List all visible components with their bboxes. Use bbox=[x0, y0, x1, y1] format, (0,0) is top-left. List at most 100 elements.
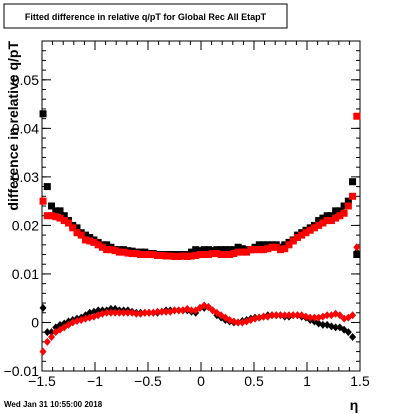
data-point bbox=[302, 229, 310, 237]
data-point bbox=[94, 306, 102, 315]
data-point bbox=[277, 246, 284, 254]
data-point bbox=[115, 308, 123, 317]
x-axis-tick-labels: −1.5 −1 −0.5 0 0.5 1 1.5 bbox=[28, 373, 370, 389]
data-point bbox=[353, 243, 361, 252]
chart-title-box bbox=[3, 3, 288, 29]
data-point bbox=[200, 246, 208, 254]
data-point bbox=[264, 245, 272, 253]
data-point bbox=[39, 347, 47, 356]
data-point bbox=[285, 241, 293, 249]
series-0 bbox=[39, 110, 361, 259]
data-point bbox=[217, 246, 225, 254]
data-point bbox=[65, 219, 72, 227]
data-point bbox=[43, 328, 51, 337]
data-point bbox=[353, 248, 361, 257]
data-point bbox=[260, 241, 268, 249]
data-point bbox=[52, 207, 60, 215]
data-point bbox=[327, 212, 335, 220]
data-point bbox=[336, 212, 344, 220]
data-point bbox=[60, 212, 68, 220]
data-point bbox=[264, 241, 272, 249]
data-point bbox=[327, 217, 335, 225]
y-axis-title: difference in relative q/pT bbox=[5, 41, 21, 211]
data-point bbox=[166, 252, 174, 260]
data-point bbox=[107, 246, 115, 254]
y-tick-label: 0.03 bbox=[12, 169, 39, 185]
data-point bbox=[234, 248, 242, 256]
y-tick-label: 0.04 bbox=[12, 120, 39, 136]
data-point bbox=[141, 308, 149, 317]
data-point bbox=[149, 251, 157, 259]
data-point bbox=[251, 246, 259, 254]
data-point bbox=[141, 251, 149, 259]
data-point bbox=[277, 311, 284, 320]
data-point bbox=[238, 248, 246, 256]
data-point bbox=[247, 246, 255, 254]
data-point bbox=[349, 192, 357, 200]
data-point bbox=[344, 328, 352, 337]
data-point bbox=[196, 251, 204, 259]
data-point bbox=[230, 250, 238, 258]
x-tick-label: −1.5 bbox=[28, 373, 56, 389]
data-point bbox=[48, 202, 56, 210]
data-point bbox=[187, 248, 195, 256]
data-point bbox=[162, 307, 170, 316]
data-point bbox=[221, 251, 229, 259]
data-point bbox=[154, 252, 162, 259]
data-point bbox=[86, 237, 94, 245]
data-point bbox=[306, 226, 314, 234]
x-axis-title: η bbox=[350, 397, 359, 413]
data-point bbox=[183, 252, 191, 260]
y-tick-label: 0.02 bbox=[12, 217, 39, 233]
data-point bbox=[94, 241, 102, 249]
data-point bbox=[204, 251, 212, 259]
data-point bbox=[344, 202, 352, 210]
data-point bbox=[349, 178, 357, 186]
data-point bbox=[272, 243, 280, 251]
data-point bbox=[48, 333, 56, 342]
data-point bbox=[132, 309, 140, 318]
data-markers bbox=[39, 110, 361, 356]
data-point bbox=[319, 214, 327, 222]
data-point bbox=[332, 207, 340, 215]
x-tick-label: 1.5 bbox=[350, 373, 370, 389]
data-point bbox=[323, 217, 331, 225]
data-point bbox=[111, 308, 119, 317]
data-point bbox=[298, 231, 306, 239]
data-point bbox=[209, 250, 217, 258]
data-point bbox=[111, 247, 119, 255]
data-point bbox=[128, 250, 136, 258]
data-point bbox=[260, 246, 268, 254]
series-3 bbox=[39, 243, 361, 356]
data-point bbox=[103, 241, 111, 249]
data-point bbox=[60, 217, 68, 225]
data-point bbox=[319, 219, 327, 227]
data-point bbox=[289, 311, 297, 320]
data-point bbox=[310, 224, 318, 232]
data-point bbox=[230, 246, 238, 254]
data-point bbox=[281, 241, 289, 249]
chart-title: Fitted difference in relative q/pT for G… bbox=[25, 12, 267, 22]
data-point bbox=[171, 252, 178, 260]
y-axis-tick-labels: −0.01 0 0.01 0.02 0.03 0.04 0.05 bbox=[4, 72, 40, 379]
data-point bbox=[349, 311, 357, 320]
data-point bbox=[255, 246, 263, 254]
data-point bbox=[103, 246, 111, 254]
data-point bbox=[187, 252, 195, 260]
data-point bbox=[213, 250, 221, 258]
data-point bbox=[272, 311, 280, 320]
data-point bbox=[175, 306, 183, 315]
data-point bbox=[289, 237, 297, 245]
data-point bbox=[52, 213, 60, 221]
data-point bbox=[234, 243, 242, 251]
data-point bbox=[281, 311, 289, 320]
data-point bbox=[56, 207, 64, 215]
data-point bbox=[204, 246, 212, 254]
data-point bbox=[196, 247, 204, 255]
data-point bbox=[204, 302, 212, 311]
data-point bbox=[39, 110, 47, 118]
data-point bbox=[120, 248, 128, 256]
data-point bbox=[124, 308, 132, 317]
data-point bbox=[56, 214, 64, 222]
data-point bbox=[43, 183, 51, 191]
